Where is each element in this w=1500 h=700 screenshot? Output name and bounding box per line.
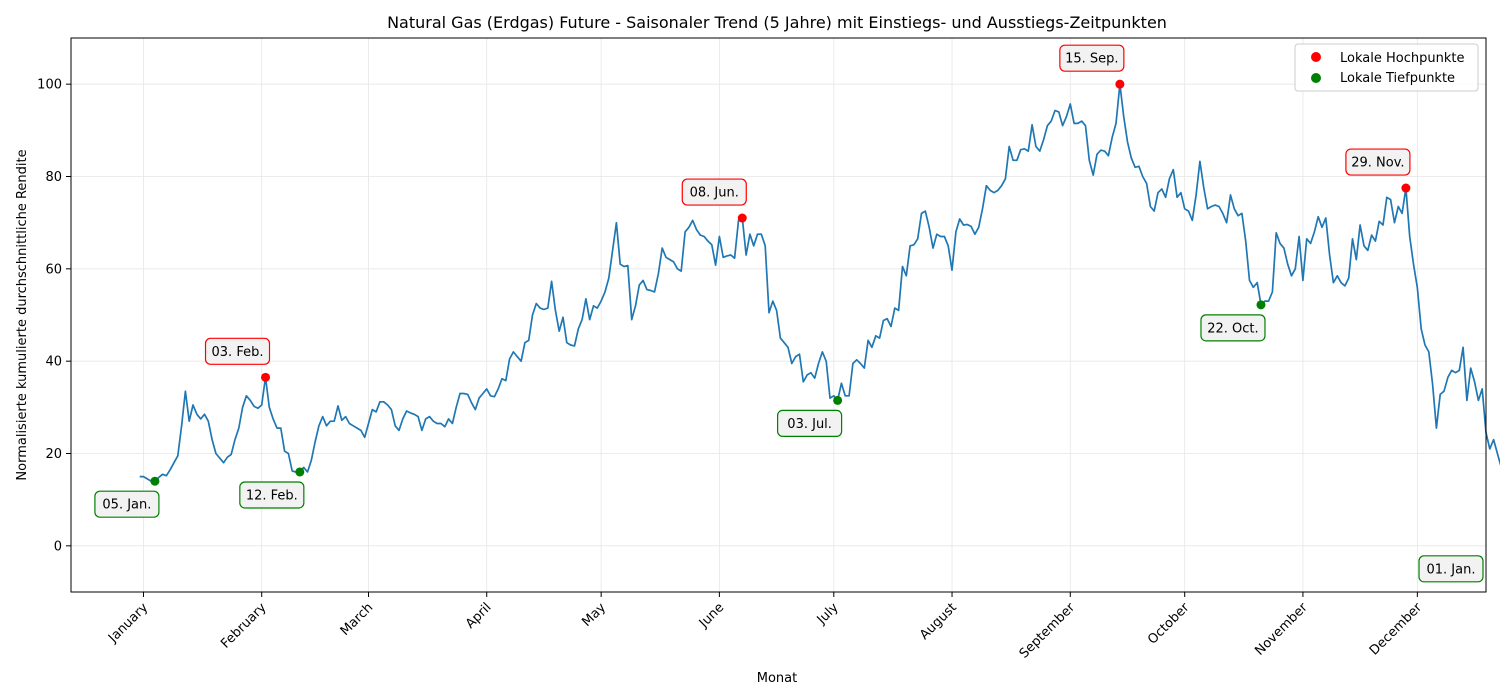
high-point-marker <box>1401 183 1411 193</box>
legend: Lokale Hochpunkte Lokale Tiefpunkte <box>1294 43 1479 92</box>
legend-high-marker <box>1311 52 1321 62</box>
high-point-marker <box>737 213 747 223</box>
axes: 0 20 40 60 80 100 January February March April May… <box>37 78 1425 662</box>
plot-frame <box>70 37 1487 593</box>
high-point-label: 03. Feb. <box>204 337 271 365</box>
low-point-label: 22. Oct. <box>1200 314 1266 342</box>
label-box <box>204 337 271 365</box>
high-point-label: 29. Nov. <box>1345 148 1411 176</box>
series-line-layer <box>139 83 1500 483</box>
label-text: 15. Sep. <box>1065 52 1118 67</box>
y-tick-label: 40 <box>45 355 62 370</box>
x-tick-label: February <box>218 600 270 652</box>
legend-high-label: Lokale Hochpunkte <box>1340 51 1464 66</box>
label-text: 08. Jun. <box>690 186 739 201</box>
legend-low-label: Lokale Tiefpunkte <box>1340 71 1455 86</box>
high-point-label: 08. Jun. <box>681 178 747 206</box>
y-tick-label: 100 <box>37 78 62 93</box>
label-text: 05. Jan. <box>102 498 151 513</box>
label-box <box>777 409 843 438</box>
low-point-marker <box>833 395 843 405</box>
y-tick-label: 60 <box>45 262 62 277</box>
y-axis-label: Normalisierte kumulierte durchschnittlic… <box>15 149 30 480</box>
low-point-label: 05. Jan. <box>94 490 160 518</box>
label-box <box>1345 148 1411 176</box>
x-tick-label: August <box>917 600 960 643</box>
low-point-marker <box>150 476 160 486</box>
label-text: 22. Oct. <box>1207 321 1258 336</box>
high-point-marker <box>1115 79 1125 89</box>
annotation-layer: 03. Feb. 08. Jun. 15. Sep. 29. Nov. 05. Jan.… <box>94 44 1484 583</box>
low-point-label: 12. Feb. <box>239 481 305 509</box>
x-tick-label: September <box>1017 600 1079 662</box>
y-tick-label: 80 <box>45 170 62 185</box>
y-tick-label: 0 <box>54 539 62 554</box>
series-line <box>139 83 1500 483</box>
x-tick-label: March <box>338 600 377 639</box>
x-tick-label: January <box>105 600 151 646</box>
low-point-marker <box>295 467 305 477</box>
label-box <box>1200 314 1266 342</box>
low-point-marker <box>1256 300 1266 310</box>
x-tick-label: December <box>1367 600 1426 659</box>
x-tick-label: April <box>463 600 495 632</box>
label-text: 01. Jan. <box>1427 562 1476 577</box>
high-point-label: 15. Sep. <box>1059 44 1125 72</box>
x-tick-label: May <box>579 600 609 630</box>
label-box <box>1059 44 1125 72</box>
x-tick-label: June <box>696 600 727 631</box>
marker-layer <box>150 79 1411 486</box>
y-tick-label: 20 <box>45 447 62 462</box>
label-text: 12. Feb. <box>246 488 298 503</box>
legend-low-marker <box>1311 73 1321 83</box>
high-point-marker <box>261 372 271 382</box>
x-axis-label: Monat <box>757 671 797 686</box>
low-point-label: 03. Jul. <box>777 409 843 438</box>
label-box <box>239 481 305 509</box>
chart-title: Natural Gas (Erdgas) Future - Saisonaler… <box>387 13 1167 32</box>
legend-frame <box>1294 43 1479 92</box>
label-text: 03. Jul. <box>787 417 832 432</box>
x-tick-label: July <box>814 600 842 628</box>
label-box <box>681 178 747 206</box>
grid <box>71 38 1486 592</box>
label-text: 03. Feb. <box>212 345 264 360</box>
label-text: 29. Nov. <box>1351 156 1404 171</box>
low-point-label: 01. Jan. <box>1418 555 1484 583</box>
label-box <box>94 490 160 518</box>
x-tick-label: October <box>1145 600 1193 648</box>
x-tick-label: November <box>1252 600 1311 659</box>
label-box <box>1418 555 1484 583</box>
